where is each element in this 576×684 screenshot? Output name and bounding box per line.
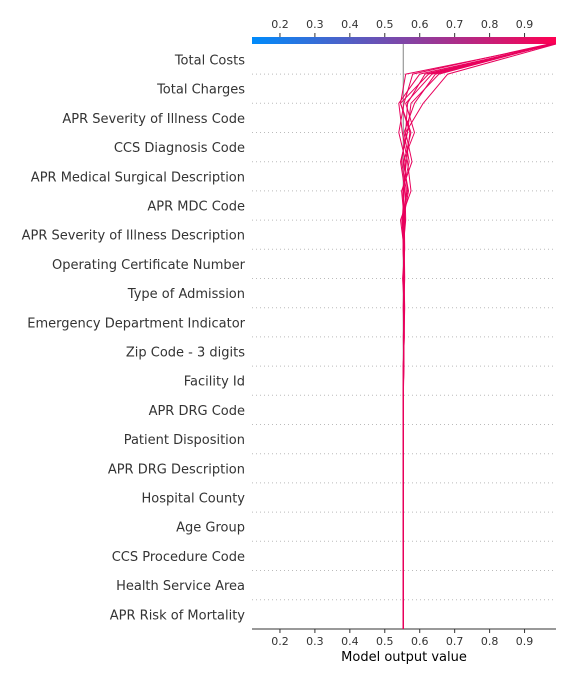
feature-label: Facility Id bbox=[184, 375, 245, 390]
feature-label: Zip Code - 3 digits bbox=[126, 346, 245, 361]
feature-label: Emergency Department Indicator bbox=[27, 316, 245, 331]
decision-line bbox=[400, 43, 555, 629]
decision-lines bbox=[398, 43, 557, 629]
feature-label: CCS Procedure Code bbox=[112, 550, 245, 565]
decision-line bbox=[400, 43, 555, 629]
bottom-tick-label: 0.6 bbox=[411, 635, 429, 648]
top-tick-label: 0.7 bbox=[446, 18, 464, 31]
top-tick-label: 0.4 bbox=[341, 18, 359, 31]
bottom-axis-ticks: 0.2 0.3 0.4 0.5 0.6 0.7 0.8 0.9 bbox=[271, 629, 533, 648]
feature-label: Total Charges bbox=[156, 83, 245, 98]
feature-label: Total Costs bbox=[174, 54, 245, 69]
feature-label: Patient Disposition bbox=[124, 433, 245, 448]
feature-label: APR DRG Code bbox=[149, 404, 245, 419]
bottom-tick-label: 0.4 bbox=[341, 635, 359, 648]
feature-label: APR Risk of Mortality bbox=[110, 608, 246, 623]
bottom-tick-label: 0.8 bbox=[481, 635, 499, 648]
feature-label: APR Medical Surgical Description bbox=[31, 170, 245, 185]
feature-label: Hospital County bbox=[142, 492, 246, 507]
top-tick-label: 0.5 bbox=[376, 18, 394, 31]
feature-label: APR Severity of Illness Code bbox=[62, 112, 245, 127]
feature-label: APR MDC Code bbox=[147, 200, 245, 215]
decision-line bbox=[398, 43, 550, 629]
bottom-tick-label: 0.3 bbox=[306, 635, 324, 648]
bottom-tick-label: 0.9 bbox=[516, 635, 534, 648]
bottom-tick-label: 0.7 bbox=[446, 635, 464, 648]
top-axis-ticks: 0.2 0.3 0.4 0.5 0.6 0.7 0.8 0.9 bbox=[271, 18, 533, 37]
top-tick-label: 0.8 bbox=[481, 18, 499, 31]
top-tick-label: 0.2 bbox=[271, 18, 289, 31]
bottom-tick-label: 0.2 bbox=[271, 635, 289, 648]
feature-label: Age Group bbox=[176, 521, 245, 536]
feature-label: Operating Certificate Number bbox=[52, 258, 246, 273]
feature-label: APR Severity of Illness Description bbox=[22, 229, 245, 244]
top-tick-label: 0.6 bbox=[411, 18, 429, 31]
feature-label: Type of Admission bbox=[127, 287, 245, 302]
feature-labels: Total Costs Total Charges APR Severity of … bbox=[22, 54, 246, 624]
x-axis-title: Model output value bbox=[341, 650, 467, 665]
decision-line bbox=[398, 43, 556, 629]
decision-line bbox=[402, 43, 552, 629]
colorbar bbox=[252, 37, 556, 44]
feature-label: CCS Diagnosis Code bbox=[114, 141, 245, 156]
bottom-tick-label: 0.5 bbox=[376, 635, 394, 648]
top-tick-label: 0.3 bbox=[306, 18, 324, 31]
feature-label: APR DRG Description bbox=[108, 462, 245, 477]
feature-label: Health Service Area bbox=[116, 579, 245, 594]
top-tick-label: 0.9 bbox=[516, 18, 534, 31]
